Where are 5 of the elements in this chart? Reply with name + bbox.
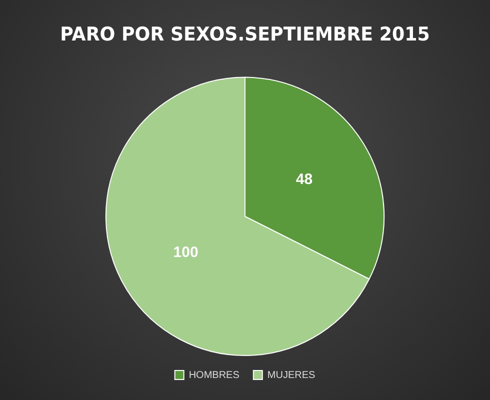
legend-label: MUJERES <box>267 370 316 381</box>
legend-label: HOMBRES <box>188 370 240 381</box>
data-label: 100 <box>173 244 198 262</box>
chart-title: PARO POR SEXOS.SEPTIEMBRE 2015 <box>60 24 430 46</box>
data-label: 48 <box>296 171 313 188</box>
